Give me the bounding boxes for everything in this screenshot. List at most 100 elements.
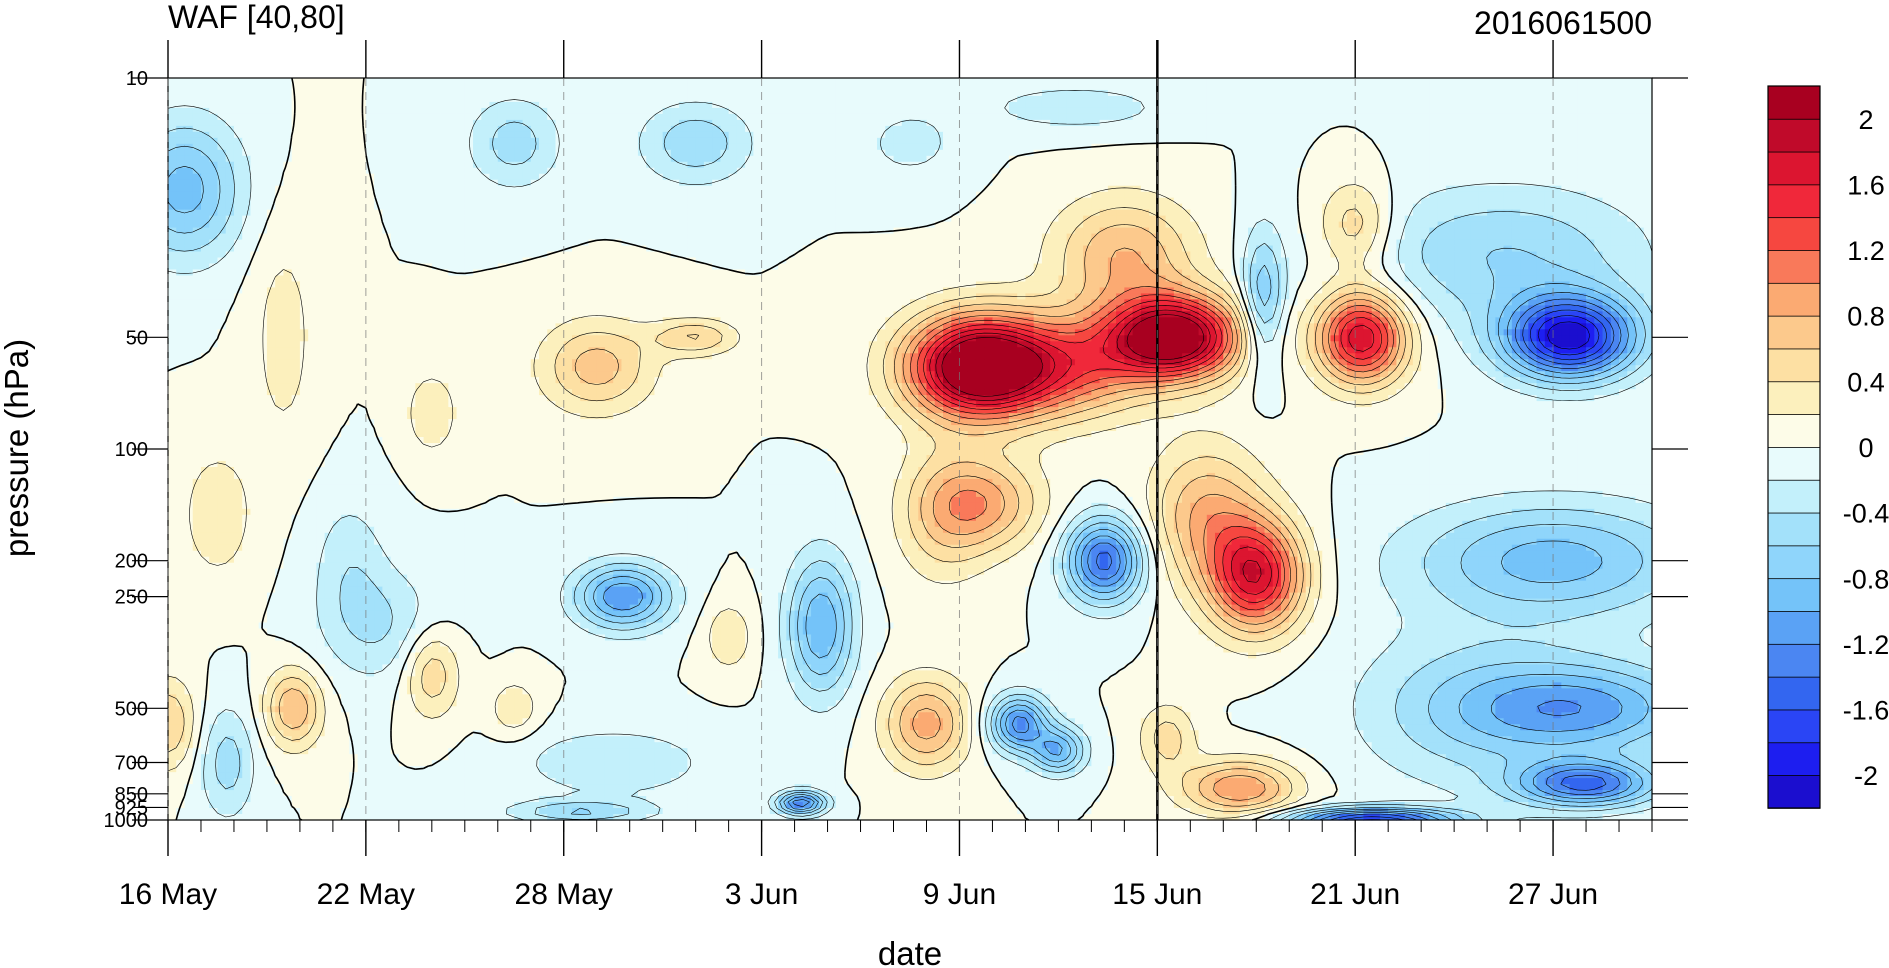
heatmap-cell	[1256, 186, 1265, 193]
heatmap-cell	[1636, 96, 1645, 103]
heatmap-cell	[481, 90, 490, 97]
heatmap-cell	[176, 114, 185, 121]
heatmap-cell	[1314, 222, 1323, 229]
heatmap-cell	[1578, 138, 1587, 145]
heatmap-cell	[193, 120, 202, 127]
heatmap-cell	[1199, 162, 1208, 169]
heatmap-cell	[1174, 198, 1183, 205]
heatmap-cell	[811, 216, 820, 223]
heatmap-cell	[1504, 162, 1513, 169]
heatmap-cell	[1157, 120, 1166, 127]
heatmap-cell	[1091, 132, 1100, 139]
heatmap-cell	[539, 144, 548, 151]
heatmap-cell	[391, 174, 400, 181]
heatmap-cell	[498, 240, 507, 247]
heatmap-cell	[531, 234, 540, 241]
heatmap-cell	[935, 102, 944, 109]
heatmap-cell	[1570, 84, 1579, 91]
heatmap-cell	[555, 132, 564, 139]
heatmap-cell	[1438, 204, 1447, 211]
heatmap-cell	[1644, 198, 1653, 205]
heatmap-cell	[1009, 222, 1018, 229]
heatmap-cell	[1240, 120, 1249, 127]
heatmap-cell	[300, 90, 309, 97]
heatmap-cell	[1034, 228, 1043, 235]
heatmap-cell	[424, 228, 433, 235]
heatmap-cell	[1124, 132, 1133, 139]
heatmap-cell	[1454, 210, 1463, 217]
heatmap-cell	[1116, 210, 1125, 217]
heatmap-cell	[1479, 192, 1488, 199]
heatmap-cell	[1034, 132, 1043, 139]
heatmap-cell	[1207, 162, 1216, 169]
heatmap-cell	[1627, 114, 1636, 121]
heatmap-cell	[638, 120, 647, 127]
heatmap-cell	[1322, 228, 1331, 235]
heatmap-cell	[1611, 126, 1620, 133]
heatmap-cell	[1108, 132, 1117, 139]
heatmap-cell	[465, 186, 474, 193]
heatmap-cell	[1545, 204, 1554, 211]
heatmap-cell	[1207, 90, 1216, 97]
heatmap-cell	[836, 198, 845, 205]
heatmap-cell	[852, 198, 861, 205]
heatmap-cell	[1166, 240, 1175, 247]
heatmap-cell	[1190, 162, 1199, 169]
heatmap-cell	[1339, 162, 1348, 169]
heatmap-cell	[473, 144, 482, 151]
heatmap-cell	[440, 228, 449, 235]
heatmap-cell	[1619, 156, 1628, 163]
heatmap-cell	[671, 150, 680, 157]
heatmap-cell	[1322, 96, 1331, 103]
heatmap-cell	[358, 84, 367, 91]
heatmap-cell	[448, 114, 457, 121]
heatmap-cell	[720, 180, 729, 187]
heatmap-cell	[861, 96, 870, 103]
heatmap-cell	[877, 240, 886, 247]
heatmap-cell	[951, 180, 960, 187]
heatmap-cell	[1289, 90, 1298, 97]
heatmap-cell	[300, 144, 309, 151]
heatmap-cell	[1025, 96, 1034, 103]
heatmap-cell	[1157, 204, 1166, 211]
heatmap-cell	[894, 156, 903, 163]
heatmap-cell	[358, 222, 367, 229]
heatmap-cell	[1116, 180, 1125, 187]
heatmap-cell	[1636, 162, 1645, 169]
heatmap-cell	[1232, 114, 1241, 121]
heatmap-cell	[1413, 156, 1422, 163]
heatmap-cell	[176, 180, 185, 187]
heatmap-cell	[1017, 192, 1026, 199]
heatmap-cell	[902, 108, 911, 115]
heatmap-cell	[448, 174, 457, 181]
heatmap-cell	[597, 84, 606, 91]
heatmap-cell	[1174, 168, 1183, 175]
heatmap-cell	[663, 120, 672, 127]
heatmap-cell	[1504, 108, 1513, 115]
heatmap-cell	[292, 156, 301, 163]
heatmap-cell	[1207, 168, 1216, 175]
heatmap-cell	[613, 156, 622, 163]
heatmap-cell	[1512, 138, 1521, 145]
heatmap-cell	[1083, 102, 1092, 109]
heatmap-cell	[523, 156, 532, 163]
heatmap-cell	[630, 234, 639, 241]
heatmap-cell	[1438, 132, 1447, 139]
heatmap-cell	[481, 240, 490, 247]
heatmap-cell	[1256, 90, 1265, 97]
heatmap-cell	[935, 84, 944, 91]
heatmap-cell	[1157, 90, 1166, 97]
heatmap-cell	[720, 204, 729, 211]
heatmap-cell	[184, 78, 193, 85]
heatmap-cell	[1314, 150, 1323, 157]
heatmap-cell	[1256, 204, 1265, 211]
heatmap-cell	[292, 108, 301, 115]
heatmap-cell	[168, 180, 177, 187]
heatmap-cell	[1050, 204, 1059, 211]
heatmap-cell	[1520, 156, 1529, 163]
heatmap-cell	[729, 186, 738, 193]
heatmap-cell	[605, 198, 614, 205]
heatmap-cell	[1487, 186, 1496, 193]
heatmap-cell	[1421, 108, 1430, 115]
heatmap-cell	[283, 126, 292, 133]
